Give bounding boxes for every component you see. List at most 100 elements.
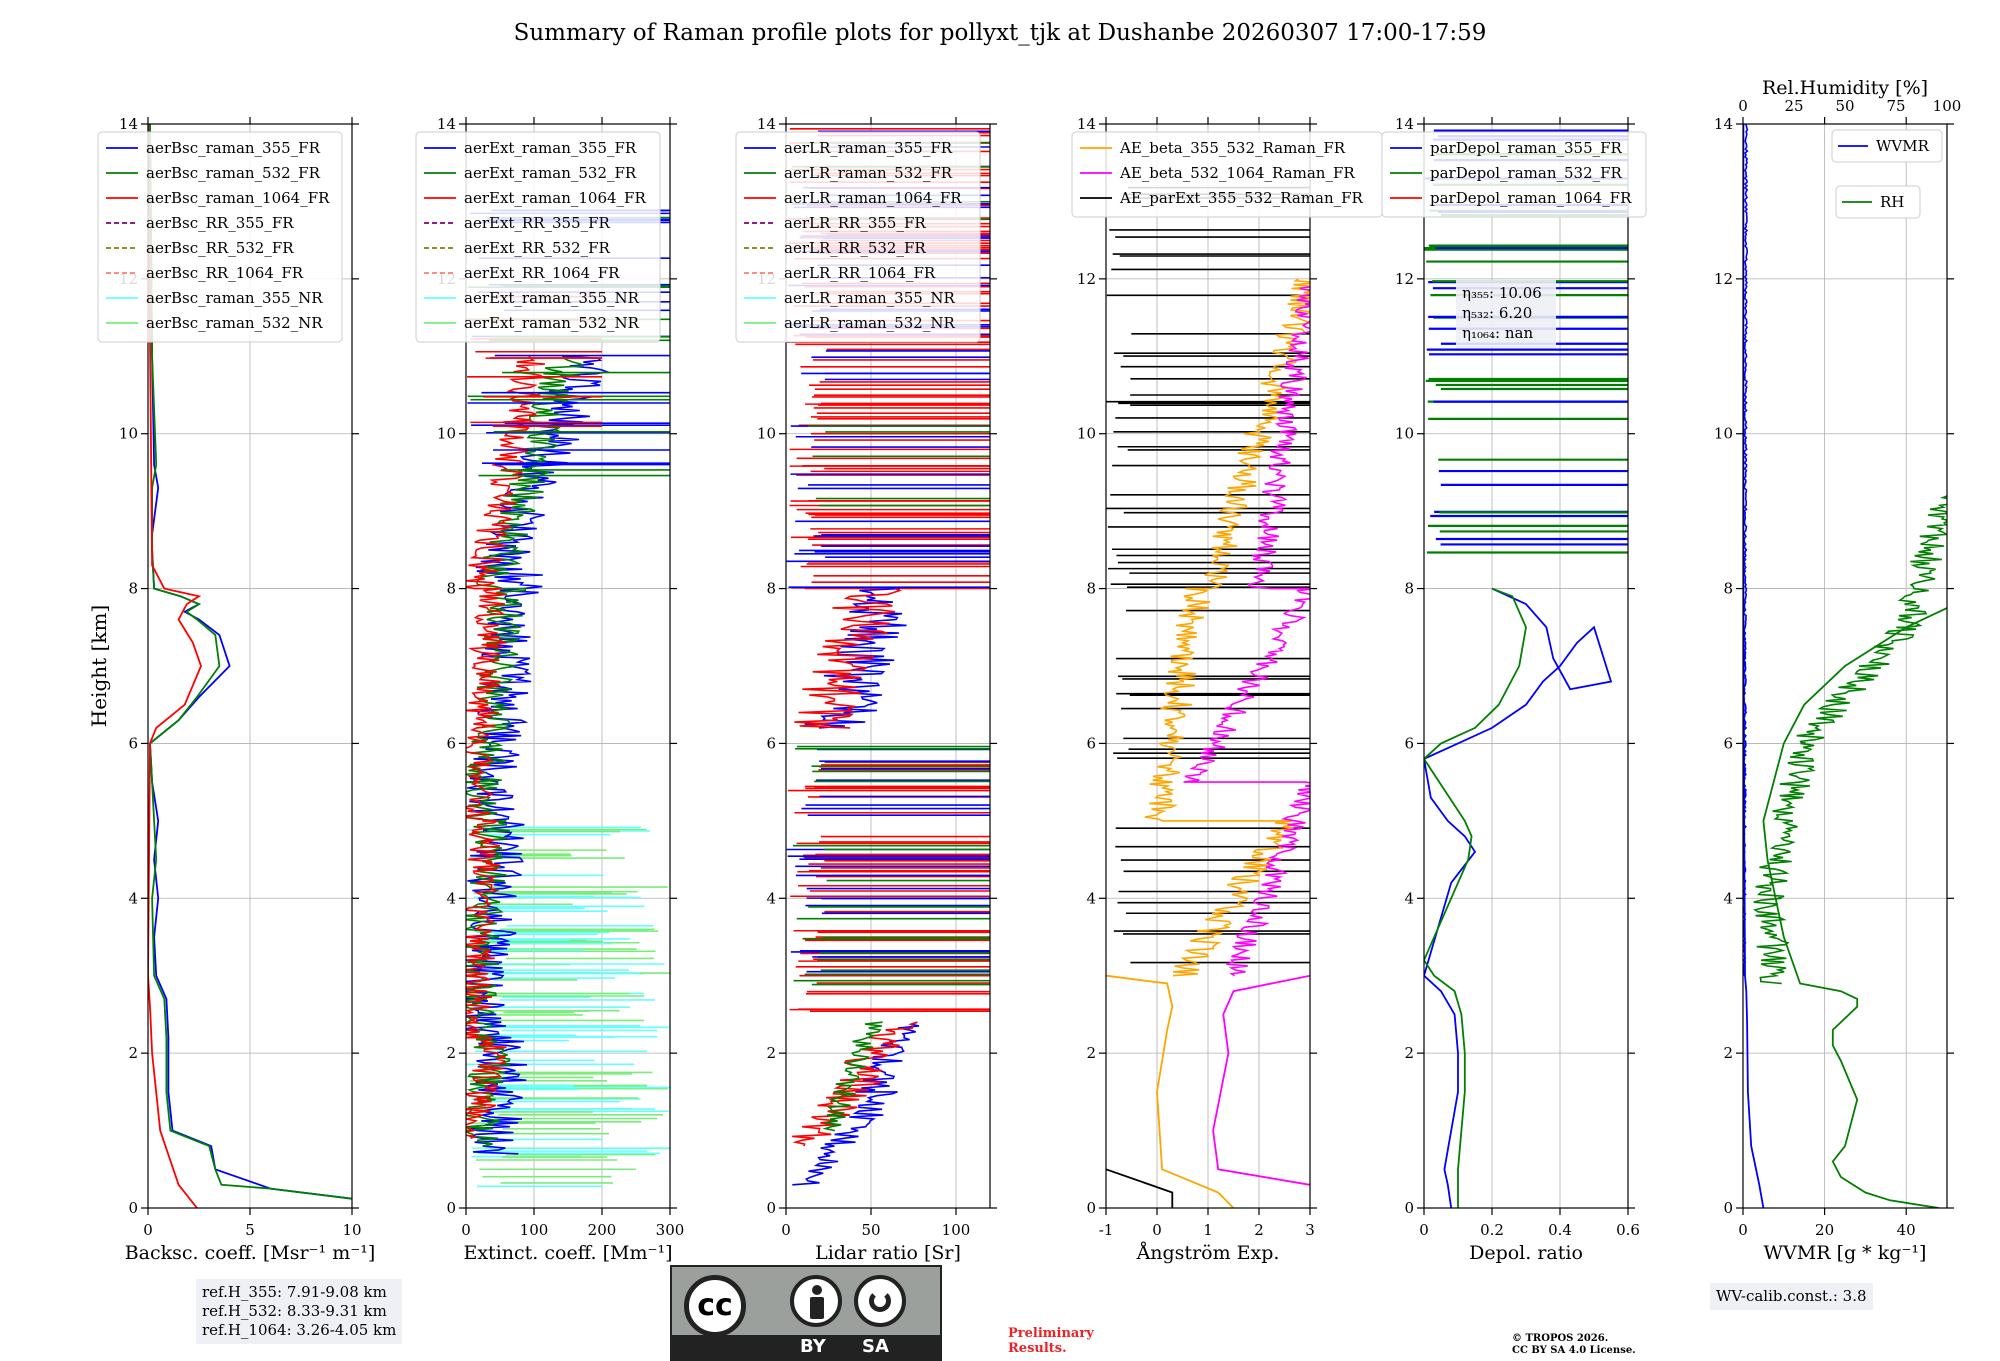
y-tick-label: 0 (1723, 1199, 1733, 1217)
series-line (466, 356, 545, 1140)
x-tick-label: 20 (1815, 1221, 1834, 1239)
legend-label: parDepol_raman_355_FR (1430, 139, 1623, 157)
panel-dep: 0 2 4 6 8 10 12 14 0 0.2 0.4 0.6 Depol. ratio parDepo… (1381, 115, 1647, 1264)
x-tick-label: 0 (1419, 1221, 1429, 1239)
y-tick-label: 0 (446, 1199, 456, 1217)
top-x-tick-label: 0 (1738, 97, 1748, 115)
reference-height-box: ref.H_355: 7.91-9.08 km ref.H_532: 8.33-… (196, 1279, 403, 1344)
eta-532: η₅₃₂: 6.20 (1462, 304, 1532, 322)
legend-label: aerBsc_RR_532_FR (146, 239, 294, 257)
series-line (1183, 285, 1310, 977)
y-tick-label: 10 (437, 425, 456, 443)
y-tick-label: 8 (128, 580, 138, 598)
x-tick-label: 0 (143, 1221, 153, 1239)
legend-label: aerBsc_RR_1064_FR (146, 264, 304, 282)
ref-height-355: ref.H_355: 7.91-9.08 km (202, 1283, 387, 1301)
legend-label: aerLR_RR_1064_FR (784, 264, 936, 282)
legend-label: RH (1880, 193, 1904, 211)
y-tick-label: 14 (1714, 115, 1733, 133)
x-tick-label: 1 (1203, 1221, 1213, 1239)
cc-by-sa-license-badge: cc BY SA (670, 1265, 942, 1361)
legend-label: aerBsc_raman_532_FR (146, 164, 321, 182)
series-AE_beta_532_1064_Raman_FR (1212, 974, 1310, 1186)
top-x-tick-label: 75 (1886, 97, 1905, 115)
series-parDepol_raman_532_FR (1424, 587, 1527, 1208)
y-tick-label: 12 (1395, 270, 1414, 288)
x-tick-label: 300 (656, 1221, 685, 1239)
legend-label: parDepol_raman_532_FR (1430, 164, 1623, 182)
copyright-line2: CC BY SA 4.0 License. (1512, 1345, 1636, 1356)
series-line (466, 355, 611, 1155)
top-x-axis-label: Rel.Humidity [%] (1762, 77, 1928, 99)
y-tick-label: 10 (119, 425, 138, 443)
series-AE_beta_355_532_Raman_FR (1106, 974, 1235, 1208)
x-axis-label: Ångström Exp. (1136, 1242, 1280, 1264)
grid (1105, 123, 1311, 1209)
x-tick-label: 0 (461, 1221, 471, 1239)
ref-height-532: ref.H_532: 8.33-9.31 km (202, 1302, 387, 1320)
legend-label: aerLR_raman_532_NR (784, 314, 955, 332)
x-tick-label: 3 (1305, 1221, 1315, 1239)
x-tick-label: 5 (245, 1221, 255, 1239)
legend-label: aerLR_raman_532_FR (784, 164, 953, 182)
y-tick-label: 4 (128, 889, 138, 907)
legend-label: aerLR_raman_355_NR (784, 289, 955, 307)
copyright-line1: © TROPOS 2026. (1512, 1333, 1609, 1344)
legend-frame (97, 131, 343, 343)
panel-bsc: 024681012140510Backsc. coeff. [Msr⁻¹ m⁻¹… (97, 115, 375, 1264)
y-tick-label: 8 (1723, 580, 1733, 598)
legend-label: aerBsc_raman_532_NR (146, 314, 323, 332)
x-tick-label: 0.4 (1548, 1221, 1572, 1239)
eta-annotation: η₃₅₅: 10.06 η₅₃₂: 6.20 η₁₀₆₄: nan (1456, 280, 1556, 348)
legend-label: aerExt_raman_1064_FR (464, 189, 646, 207)
legend-label: aerBsc_raman_355_NR (146, 289, 323, 307)
annotation-frame (1456, 280, 1556, 348)
y-tick-label: 0 (1404, 1199, 1414, 1217)
series-AE_parExt_355_532_Raman_FR (1106, 1168, 1174, 1208)
series-line (822, 1021, 883, 1132)
legend-frame (735, 131, 981, 343)
x-axis-label: Lidar ratio [Sr] (815, 1242, 961, 1264)
y-tick-label: 8 (766, 580, 776, 598)
panel-lr: 02468101214050100Lidar ratio [Sr]aerLR_r… (735, 115, 997, 1264)
plot-area (1743, 124, 1947, 1208)
x-tick-label: 100 (942, 1221, 971, 1239)
series-line (792, 1021, 920, 1186)
legend-label: AE_parExt_355_532_Raman_FR (1119, 189, 1364, 207)
eta-1064: η₁₀₆₄: nan (1462, 324, 1533, 342)
x-tick-label: 40 (1897, 1221, 1916, 1239)
x-tick-label: 0 (781, 1221, 791, 1239)
legend-label: AE_beta_532_1064_Raman_FR (1119, 164, 1355, 182)
y-axis-label: Height [km] (87, 605, 111, 727)
y-tick-label: 8 (1404, 580, 1414, 598)
series-line (466, 355, 585, 1147)
attribution-icon (790, 1275, 842, 1327)
legend-label: aerBsc_raman_1064_FR (146, 189, 330, 207)
y-tick-label: 2 (446, 1044, 456, 1062)
y-tick-label: 2 (128, 1044, 138, 1062)
series-line (792, 1021, 918, 1147)
series-parDepol_raman_355_FR (1424, 587, 1613, 1208)
legend-frame (415, 131, 661, 343)
top-x-tick-label: 100 (1933, 97, 1962, 115)
series-RH (1762, 606, 1947, 1208)
eta-355: η₃₅₅: 10.06 (1462, 284, 1542, 302)
top-x-tick-label: 50 (1835, 97, 1854, 115)
series-line (1753, 495, 1947, 985)
legend-label: parDepol_raman_1064_FR (1430, 189, 1632, 207)
y-tick-label: 2 (1086, 1044, 1096, 1062)
legend-label: aerExt_raman_355_FR (464, 139, 637, 157)
x-tick-label: 10 (342, 1221, 361, 1239)
y-tick-label: 12 (1077, 270, 1096, 288)
x-tick-label: 0 (1738, 1221, 1748, 1239)
y-tick-label: 2 (1723, 1044, 1733, 1062)
y-tick-label: 14 (437, 115, 456, 133)
x-axis-label: Depol. ratio (1469, 1242, 1583, 1264)
legend-label: aerLR_RR_532_FR (784, 239, 926, 257)
series-WVMR (1743, 124, 1765, 1208)
legend-label: aerExt_RR_355_FR (464, 214, 611, 232)
plot-area (148, 124, 352, 1208)
x-tick-label: 0.2 (1480, 1221, 1504, 1239)
y-tick-label: 14 (1395, 115, 1414, 133)
